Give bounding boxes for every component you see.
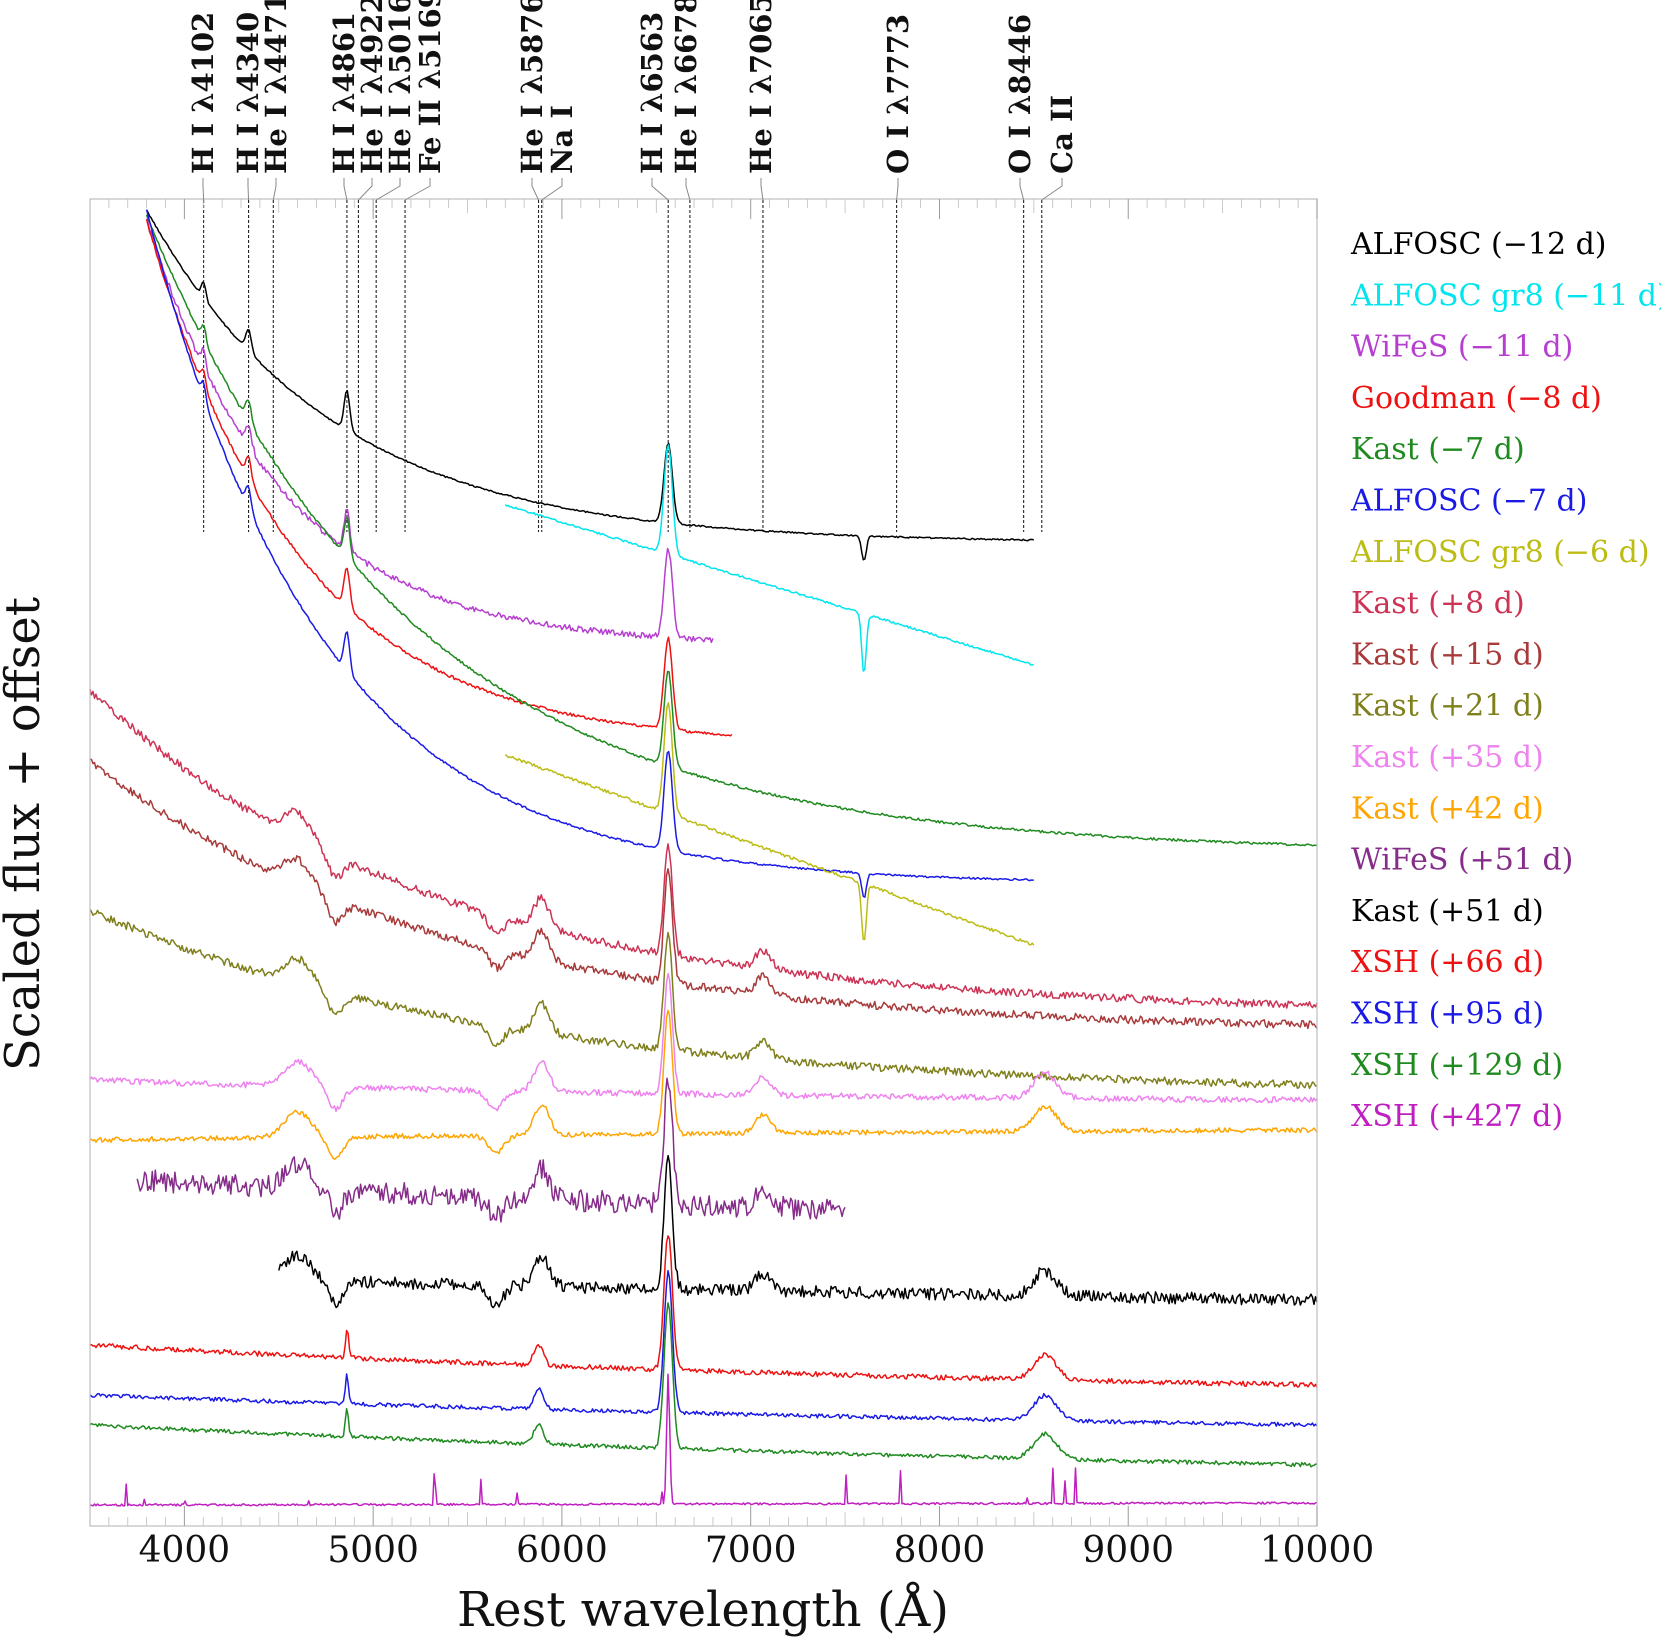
legend-entry: XSH (+66 d) [1351,945,1544,980]
line-id-label: He I λ4471 [259,0,293,174]
line-id-label: H I λ4861 [327,12,361,174]
line-id-label: Na I [545,105,579,174]
label-leader [531,178,539,201]
legend-entry: WiFeS (−11 d) [1351,330,1573,365]
line-id-label: O I λ7773 [881,14,915,174]
legend-entry: WiFeS (+51 d) [1351,843,1573,878]
label-leader [1041,178,1063,201]
spectrum-series [89,1373,1318,1507]
line-id-label: He I λ4922 [355,0,389,174]
x-tick-label: 9000 [1082,1530,1174,1571]
line-id-label: He I λ7065 [744,0,778,174]
legend-entry: ALFOSC (−7 d) [1350,484,1587,519]
label-leader [1019,178,1025,201]
label-leader [375,178,401,201]
line-id-label: He I λ5016 [383,0,417,174]
spectrum-series [145,218,714,644]
line-id-label: He I λ6678 [669,0,703,174]
label-leader [651,178,669,201]
spectrum-series [89,1009,1318,1161]
legend-entry: Kast (+21 d) [1351,689,1544,724]
spectrum-series [89,1235,1318,1388]
legend-entry: Kast (+15 d) [1351,637,1544,672]
x-tick-label: 5000 [327,1530,419,1571]
spectra-series [89,209,1318,1507]
line-id-label: Fe II λ5169 [413,0,447,174]
legend-entry: XSH (+427 d) [1351,1099,1563,1134]
legend-entry: Goodman (−8 d) [1351,381,1602,416]
label-leader [202,178,205,201]
line-id-label: H I λ4340 [231,12,265,174]
spectrum-series [145,214,1318,847]
line-id-label: H I λ6563 [635,12,669,174]
legend-entry: Kast (+51 d) [1351,894,1544,929]
label-leader [272,178,277,201]
legend-entry: Kast (+8 d) [1351,586,1525,621]
legend-entry: Kast (+35 d) [1351,740,1544,775]
label-leader [247,178,250,201]
spectrum-series [145,219,733,737]
spectrum-series [89,1302,1318,1468]
spectrum-series [145,209,1034,561]
spectrum-series [89,688,1318,1009]
spectrum-series [145,209,1034,898]
x-tick-label: 10000 [1260,1530,1375,1571]
label-leader [541,178,563,201]
x-tick-label: 6000 [516,1530,608,1571]
x-tick-label: 7000 [705,1530,797,1571]
label-leader [760,178,764,201]
line-id-label: H I λ4102 [186,12,220,174]
spectrum-series [504,444,1034,672]
legend: ALFOSC (−12 d) ALFOSC gr8 (−11 d) WiFeS (−… [1350,227,1661,1134]
legend-entry: ALFOSC gr8 (−6 d) [1350,535,1650,570]
label-leader [343,178,348,201]
legend-entry: XSH (+129 d) [1351,1048,1563,1083]
x-tick-label: 4000 [139,1530,231,1571]
line-id-label: Ca II [1045,95,1079,174]
plot-frame [89,198,1318,1527]
y-axis-label: Scaled flux + offset [0,597,51,1071]
legend-entry: ALFOSC (−12 d) [1350,227,1607,262]
spectrum-series [89,908,1318,1090]
spectrum-series [278,1154,1318,1309]
legend-entry: ALFOSC gr8 (−11 d) [1350,278,1661,313]
label-leader [685,178,691,201]
legend-entry: XSH (+95 d) [1351,997,1544,1032]
spectrum-series [89,758,1318,1030]
spectrum-series [504,702,1035,946]
label-leader [404,178,431,201]
x-axis-label: Rest wavelength (Å) [457,1581,949,1638]
line-id-label: He I λ5876 [515,0,549,174]
spectrum-series [89,1269,1318,1428]
x-tick-label: 8000 [894,1530,986,1571]
spectrum-series [89,972,1318,1113]
label-leader [358,178,373,201]
line-id-guides [203,200,1043,532]
spectrum-series [136,1077,846,1223]
axes: 4000 5000 6000 7000 8000 9000 10000 [89,199,1375,1571]
label-leader [896,178,899,201]
legend-entry: Kast (+42 d) [1351,791,1544,826]
line-id-label: O I λ8446 [1003,14,1037,174]
legend-entry: Kast (−7 d) [1351,432,1525,467]
